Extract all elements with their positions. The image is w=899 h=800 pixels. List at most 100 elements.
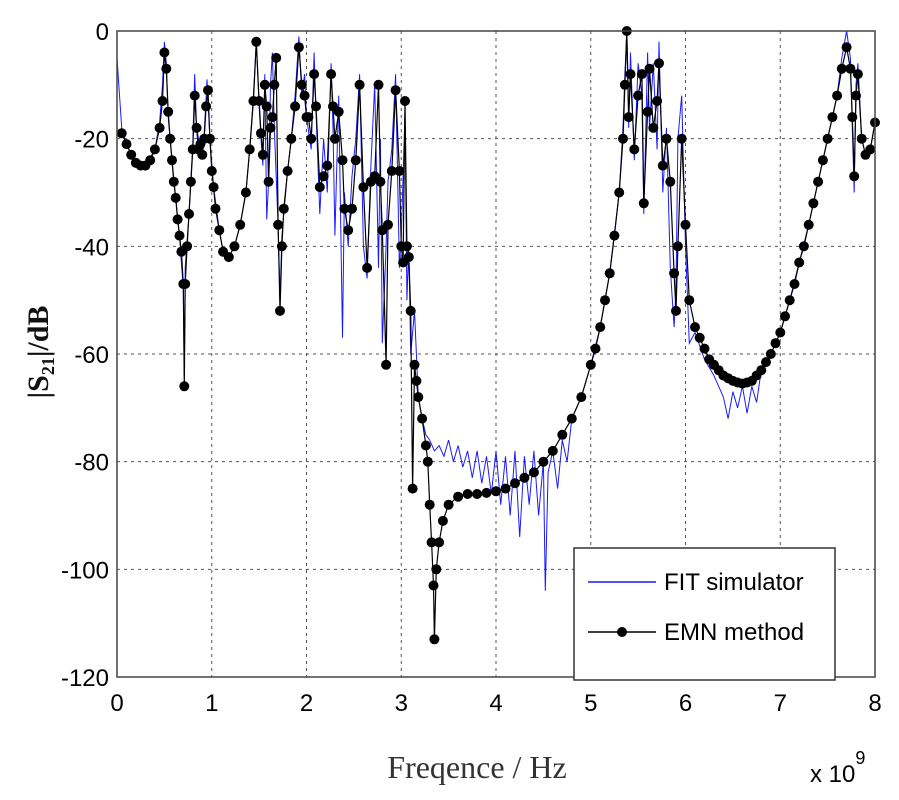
x-multiplier: x 109: [810, 748, 865, 788]
data-point: [204, 133, 215, 144]
y-axis-label: |S21|/dB: [22, 306, 58, 399]
data-point: [168, 176, 179, 187]
data-point: [453, 491, 464, 502]
data-point: [817, 155, 828, 166]
data-point: [314, 182, 325, 193]
data-point: [845, 63, 856, 74]
data-point: [798, 241, 809, 252]
data-point: [333, 106, 344, 117]
data-point: [244, 144, 255, 155]
data-point: [780, 311, 790, 322]
data-point: [618, 133, 628, 144]
data-point: [669, 268, 680, 279]
y-tick-label: -20: [74, 127, 109, 154]
data-point: [126, 149, 137, 160]
data-point: [595, 322, 606, 333]
data-point: [405, 305, 416, 316]
data-point: [303, 112, 314, 123]
grid: [117, 31, 875, 677]
data-point: [383, 219, 393, 230]
data-point: [197, 149, 208, 160]
data-point: [170, 192, 181, 203]
data-point: [326, 69, 337, 80]
data-point: [566, 413, 577, 424]
data-point: [263, 176, 274, 187]
data-point: [654, 58, 664, 69]
series-emn-method: [116, 26, 880, 645]
data-point: [282, 166, 293, 176]
data-point: [409, 359, 420, 370]
data-point: [322, 160, 333, 171]
data-point: [223, 252, 234, 263]
data-point: [210, 203, 221, 214]
x-tick-label: 0: [110, 690, 123, 717]
data-point: [756, 365, 767, 376]
data-point: [265, 122, 276, 133]
data-point: [491, 486, 501, 497]
data-point: [214, 225, 225, 236]
data-point: [411, 375, 422, 386]
y-tick-label: 0: [96, 19, 109, 46]
data-point: [619, 79, 630, 90]
data-point: [413, 392, 424, 403]
data-point: [261, 101, 272, 112]
data-point: [625, 69, 636, 80]
data-point: [426, 537, 437, 548]
legend-fit-label: FIT simulator: [664, 569, 804, 596]
data-point: [163, 106, 174, 117]
y-tick-label: -60: [74, 342, 109, 369]
data-point: [286, 133, 297, 144]
data-point: [417, 413, 428, 424]
data-point: [329, 133, 340, 144]
data-point: [614, 187, 625, 198]
data-point: [699, 343, 710, 354]
data-point: [121, 139, 132, 150]
y-tick-label: -100: [61, 557, 109, 584]
data-point: [203, 85, 213, 96]
x-tick-label: 7: [774, 690, 787, 717]
x-tick-label: 8: [868, 690, 881, 717]
data-point: [296, 79, 307, 90]
data-point: [557, 429, 568, 440]
data-point: [165, 133, 176, 144]
data-point: [394, 166, 405, 176]
series-layer: [116, 26, 880, 645]
data-point: [585, 359, 596, 370]
data-point: [422, 456, 433, 467]
data-point: [347, 203, 357, 214]
data-point: [157, 96, 168, 106]
data-point: [761, 357, 771, 368]
data-point: [481, 487, 492, 498]
data-point: [665, 176, 676, 187]
data-point: [770, 338, 781, 349]
data-point: [358, 182, 369, 193]
y-tick-label: -120: [61, 665, 109, 692]
data-point: [644, 63, 655, 74]
data-point: [339, 203, 350, 214]
data-point: [189, 90, 200, 101]
legend-emn-label: EMN method: [664, 619, 804, 646]
data-point: [638, 198, 649, 209]
x-tick-label: 4: [489, 690, 502, 717]
data-point: [167, 155, 177, 166]
data-point: [836, 63, 847, 74]
series-fit-simulator: [116, 30, 876, 591]
data-point: [259, 79, 270, 90]
data-point: [172, 214, 183, 225]
data-point: [403, 252, 414, 263]
data-point: [847, 112, 858, 123]
data-point: [434, 537, 445, 548]
data-point: [240, 187, 251, 198]
data-point: [290, 101, 301, 112]
legend-emn-marker: [617, 627, 627, 637]
series-line: [116, 30, 876, 591]
y-tick-label: -40: [74, 234, 109, 261]
data-point: [343, 225, 354, 236]
data-point: [633, 90, 644, 101]
data-point: [182, 241, 193, 252]
data-point: [657, 160, 668, 171]
data-point: [276, 241, 287, 252]
data-point: [547, 445, 558, 456]
data-point: [437, 515, 448, 526]
data-point: [852, 69, 863, 80]
